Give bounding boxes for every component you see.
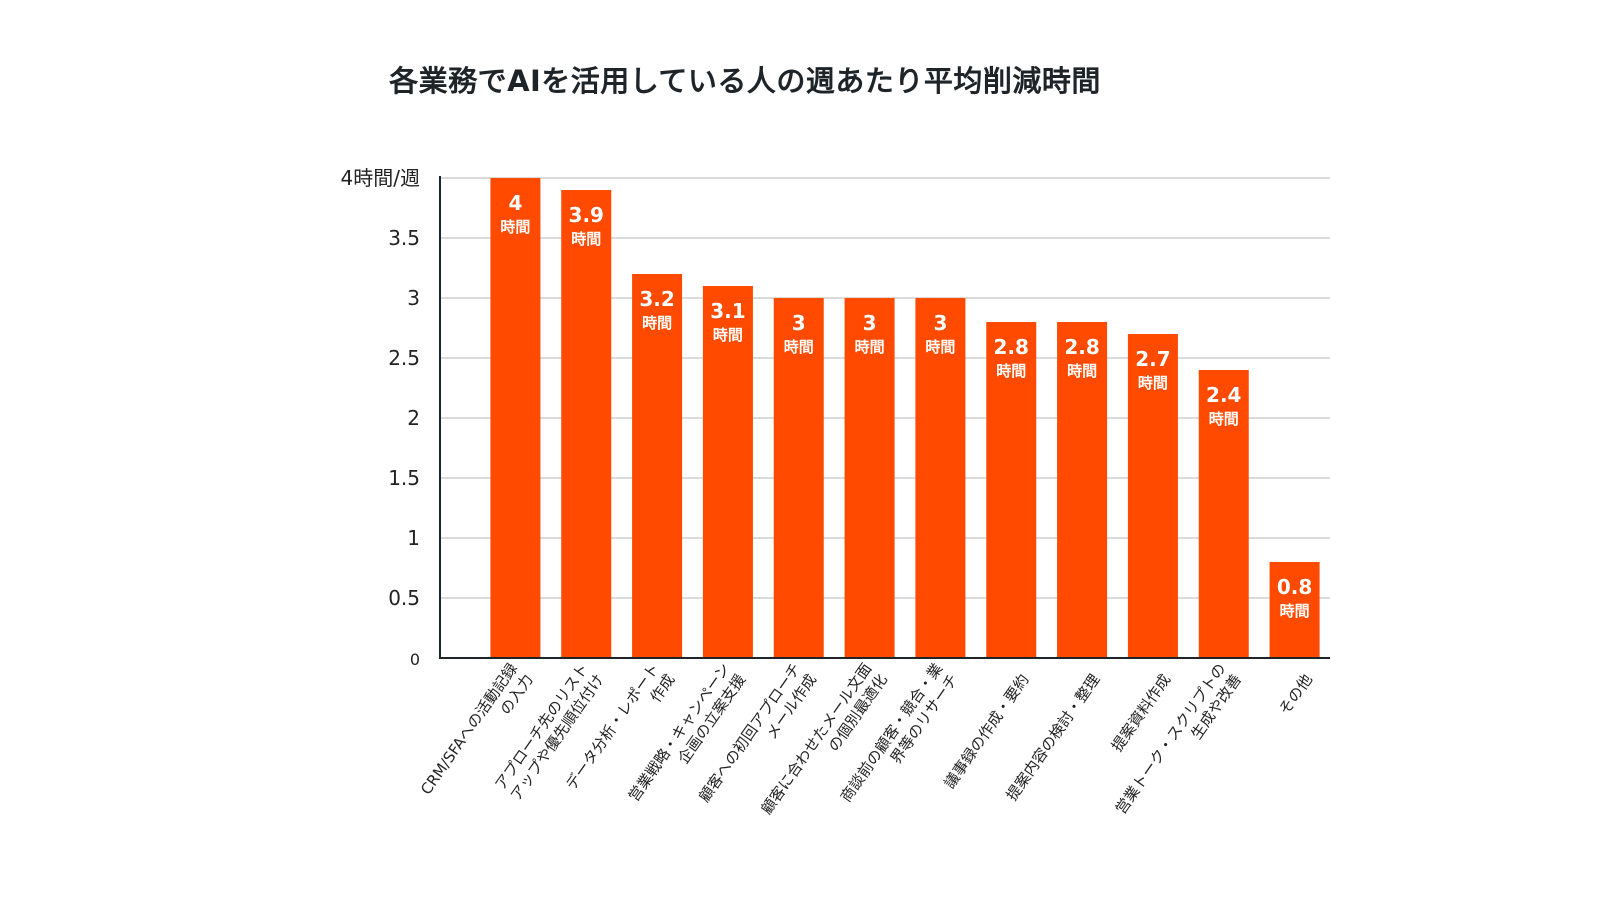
bar-value-label: 3: [792, 311, 806, 335]
bar-value-label: 3.1: [710, 299, 745, 323]
bar-unit-label: 時間: [855, 338, 885, 356]
bar: [986, 322, 1037, 658]
bar-value-label: 2.4: [1206, 383, 1241, 407]
bar-unit-label: 時間: [1138, 374, 1168, 392]
bar-unit-label: 時間: [500, 218, 530, 236]
y-tick-label: 2: [407, 406, 420, 430]
bar-unit-label: 時間: [1067, 362, 1097, 380]
chart-title: 各業務でAIを活用している人の週あたり平均削減時間: [389, 64, 1101, 98]
y-tick-label: 4時間/週: [341, 166, 420, 190]
bar-value-label: 2.8: [994, 335, 1029, 359]
bar: [490, 178, 541, 658]
bar: [632, 274, 683, 658]
bar: [915, 298, 966, 658]
y-tick-label: 1: [407, 526, 420, 550]
bar-unit-label: 時間: [642, 314, 672, 332]
bar-value-label: 3.2: [639, 287, 674, 311]
bar-value-label: 0.8: [1277, 575, 1312, 599]
bar-value-label: 2.8: [1064, 335, 1099, 359]
bar-value-label: 3.9: [569, 203, 604, 227]
bar-unit-label: 時間: [996, 362, 1026, 380]
bar: [702, 286, 753, 658]
bar-value-label: 2.7: [1135, 347, 1170, 371]
bar: [1269, 562, 1320, 658]
bar-unit-label: 時間: [784, 338, 814, 356]
y-tick-label: 2.5: [388, 346, 420, 370]
bar: [1198, 370, 1249, 658]
bar-unit-label: 時間: [571, 230, 601, 248]
y-tick-labels: 0 0.5 1 1.5 2 2.5 3 3.5 4時間/週: [341, 166, 420, 669]
bars: 4 時間 3.9 時間 3.2 時間 3.1 時間 3 時間 3 時間 3 時間 2.8 時間 2.8 時間 2.7…: [490, 178, 1320, 658]
bar-unit-label: 時間: [1280, 602, 1310, 620]
axes: [439, 176, 1330, 659]
x-category-label-line: その他: [1275, 671, 1316, 718]
y-tick-label: 3: [407, 286, 420, 310]
x-category-label: その他: [1275, 671, 1316, 718]
y-tick-label: 1.5: [388, 466, 420, 490]
bar: [1057, 322, 1108, 658]
y-tick-label: 3.5: [388, 226, 420, 250]
y-tick-label: 0: [410, 650, 420, 669]
bar: [561, 190, 612, 658]
bar-value-label: 4: [508, 191, 522, 215]
bar-unit-label: 時間: [1209, 410, 1239, 428]
bar-value-label: 3: [933, 311, 947, 335]
bar: [1127, 334, 1178, 658]
bar-unit-label: 時間: [925, 338, 955, 356]
category-labels: CRM/SFAへの活動記録の入力アプローチ先のリストアップや優先順位付けデータ分…: [417, 660, 1316, 818]
bar-unit-label: 時間: [713, 326, 743, 344]
y-tick-label: 0.5: [388, 586, 420, 610]
bar: [844, 298, 895, 658]
bar-value-label: 3: [863, 311, 877, 335]
bar: [773, 298, 824, 658]
